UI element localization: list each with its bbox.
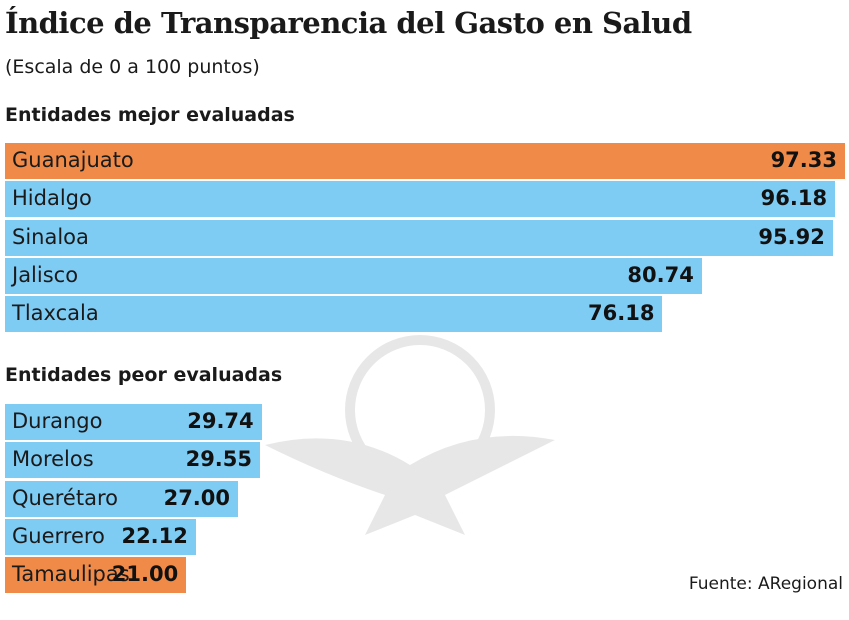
bar-label: Tamaulipas [12, 562, 130, 587]
group-heading-worst: Entidades peor evaluadas [5, 364, 283, 386]
bar-tlaxcala: Tlaxcala 76.18 [5, 296, 663, 333]
data-label: 29.74 [187, 409, 254, 433]
bar-label: Jalisco [12, 262, 79, 287]
bar-sinaloa: Sinaloa 95.92 [5, 219, 833, 256]
bar-label: Hidalgo [12, 186, 92, 211]
group-heading-best: Entidades mejor evaluadas [5, 104, 295, 126]
chart-title: Índice de Transparencia del Gasto en Sal… [5, 6, 692, 40]
data-label: 80.74 [627, 262, 694, 287]
bar-label: Guerrero [12, 523, 105, 548]
data-label: 95.92 [758, 224, 825, 249]
bar-label: Tlaxcala [12, 301, 99, 326]
bar-durango: Durango 29.74 [5, 404, 262, 440]
bar-guerrero: Guerrero 22.12 [5, 518, 196, 555]
bar-tamaulipas: Tamaulipas 21.00 [5, 557, 187, 594]
data-label: 96.18 [760, 186, 828, 211]
bar-label: Guanajuato [12, 148, 134, 172]
data-label: 22.12 [121, 523, 188, 548]
bar-hidalgo: Hidalgo 96.18 [5, 181, 836, 218]
data-label: 21.00 [111, 562, 179, 587]
data-label: 76.18 [588, 301, 655, 326]
data-label: 29.55 [185, 447, 253, 472]
chart-subtitle: (Escala de 0 a 100 puntos) [5, 56, 260, 78]
bar-label: Sinaloa [12, 224, 89, 249]
bar-querétaro: Querétaro 27.00 [5, 480, 239, 517]
eagle-watermark-icon [265, 335, 555, 535]
data-label: 97.33 [770, 148, 837, 172]
bar-label: Morelos [12, 447, 94, 472]
bar-jalisco: Jalisco 80.74 [5, 257, 702, 294]
bar-label: Querétaro [12, 485, 118, 510]
source-note: Fuente: ARegional [688, 574, 843, 594]
bar-label: Durango [12, 409, 103, 433]
bar-guanajuato: Guanajuato 97.33 [5, 143, 845, 179]
bar-morelos: Morelos 29.55 [5, 442, 261, 479]
data-label: 27.00 [163, 485, 231, 510]
